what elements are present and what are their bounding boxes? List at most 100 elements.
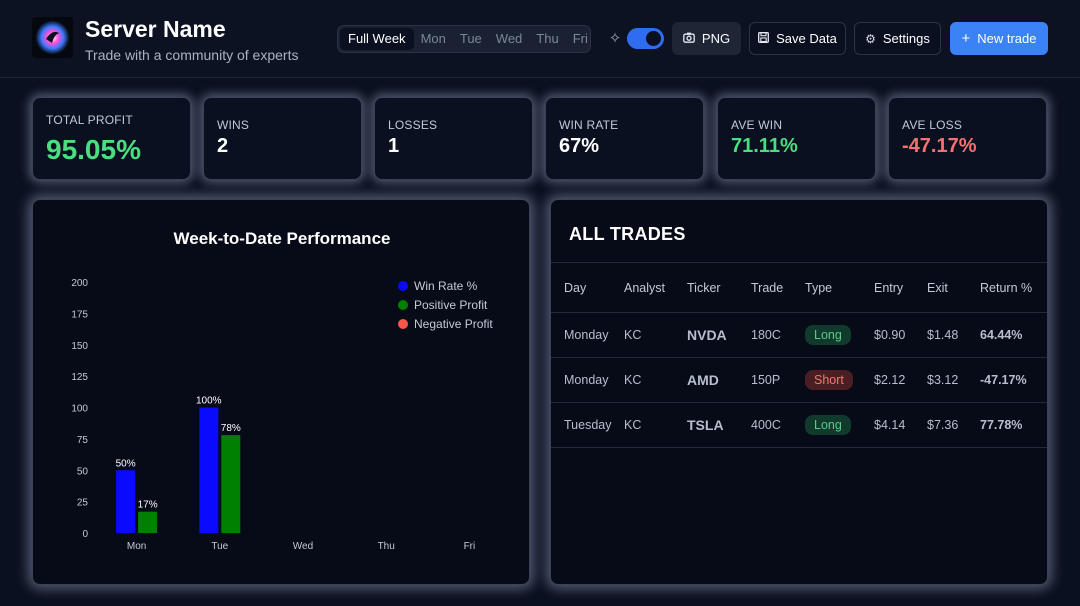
- cell-return: 64.44%: [976, 312, 1047, 358]
- cell-entry: $4.14: [870, 402, 923, 448]
- trades-table: Day Analyst Ticker Trade Type Entry Exit…: [551, 262, 1047, 448]
- column-header-type[interactable]: Type: [801, 262, 870, 313]
- bar-data-label: 17%: [138, 500, 158, 511]
- settings-button[interactable]: ⚙ Settings: [854, 22, 941, 55]
- cell-return: 77.78%: [976, 402, 1047, 448]
- cell-analyst: KC: [620, 312, 683, 358]
- legend-label: Positive Profit: [414, 298, 488, 312]
- stat-value: 71.11%: [731, 135, 798, 157]
- tab-tue[interactable]: Tue: [459, 31, 482, 46]
- new-trade-button[interactable]: + New trade: [950, 22, 1048, 55]
- trades-title: ALL TRADES: [569, 224, 686, 244]
- legend-label: Win Rate %: [414, 279, 478, 293]
- cell-exit: $1.48: [923, 312, 976, 358]
- stat-card-losses: LOSSES 1: [374, 97, 533, 180]
- table-row[interactable]: Monday KC NVDA 180C Long $0.90 $1.48 64.…: [551, 312, 1047, 358]
- stat-label: AVE WIN: [731, 118, 783, 132]
- x-tick-label: Thu: [378, 541, 395, 552]
- floppy-disk-icon: [758, 31, 770, 46]
- stat-card-ave-win: AVE WIN 71.11%: [717, 97, 876, 180]
- column-header-analyst[interactable]: Analyst: [620, 262, 683, 313]
- tab-wed[interactable]: Wed: [495, 31, 523, 46]
- table-header-row: Day Analyst Ticker Trade Type Entry Exit…: [551, 262, 1047, 313]
- column-header-day[interactable]: Day: [551, 262, 620, 313]
- bar-data-label: 50%: [116, 458, 136, 469]
- cell-return: -47.17%: [976, 357, 1047, 403]
- camera-icon: [683, 32, 695, 46]
- cell-trade: 180C: [747, 312, 801, 358]
- y-tick-label: 50: [77, 466, 89, 477]
- cell-ticker: AMD: [683, 357, 747, 403]
- type-badge: Short: [805, 370, 853, 390]
- png-export-button[interactable]: PNG: [672, 22, 741, 55]
- tab-fri[interactable]: Fri: [572, 31, 588, 46]
- app-header: Server Name Trade with a community of ex…: [0, 0, 1080, 78]
- stat-label: WINS: [217, 118, 250, 132]
- stat-label: AVE LOSS: [902, 118, 963, 132]
- x-tick-label: Wed: [293, 541, 313, 552]
- cell-type: Long: [801, 312, 870, 358]
- y-tick-label: 125: [71, 372, 88, 383]
- cell-entry: $2.12: [870, 357, 923, 403]
- legend-swatch: [398, 281, 408, 291]
- type-badge: Long: [805, 325, 851, 345]
- stat-value: 67%: [559, 135, 600, 157]
- table-row[interactable]: Monday KC AMD 150P Short $2.12 $3.12 -47…: [551, 357, 1047, 403]
- cell-entry: $0.90: [870, 312, 923, 358]
- y-tick-label: 25: [77, 498, 89, 509]
- y-tick-label: 200: [71, 278, 88, 289]
- bar-data-label: 78%: [221, 423, 241, 434]
- y-tick-label: 175: [71, 309, 88, 320]
- y-tick-label: 75: [77, 435, 89, 446]
- y-tick-label: 100: [71, 404, 88, 415]
- chart-bar: [116, 470, 136, 533]
- column-header-return[interactable]: Return %: [976, 262, 1047, 313]
- x-tick-label: Fri: [464, 541, 476, 552]
- x-tick-label: Mon: [127, 541, 146, 552]
- save-data-button[interactable]: Save Data: [749, 22, 846, 55]
- stat-card-ave-loss: AVE LOSS -47.17%: [888, 97, 1047, 180]
- y-tick-label: 0: [82, 529, 88, 540]
- cell-trade: 150P: [747, 357, 801, 403]
- stat-card-wins: WINS 2: [203, 97, 362, 180]
- legend-swatch: [398, 300, 408, 310]
- stat-label: TOTAL PROFIT: [46, 113, 133, 127]
- cell-exit: $3.12: [923, 357, 976, 403]
- stat-value: 1: [388, 135, 400, 157]
- performance-chart-panel: Week-to-Date Performance 0 25 50 75 100 125 150…: [32, 199, 530, 585]
- plus-icon: +: [961, 30, 971, 47]
- cell-type: Long: [801, 402, 870, 448]
- cell-analyst: KC: [620, 402, 683, 448]
- theme-toggle[interactable]: [627, 28, 664, 49]
- chart-bar: [138, 511, 158, 533]
- cell-day: Monday: [551, 312, 620, 358]
- performance-chart: Week-to-Date Performance 0 25 50 75 100 125 150…: [71, 229, 493, 552]
- toggle-knob: [646, 31, 661, 46]
- day-filter-tabs: Full Week Mon Tue Wed Thu Fri: [337, 25, 591, 53]
- png-button-label: PNG: [701, 31, 731, 46]
- cell-ticker: NVDA: [683, 312, 747, 358]
- tab-thu[interactable]: Thu: [536, 31, 559, 46]
- legend-swatch: [398, 319, 408, 329]
- type-badge: Long: [805, 415, 851, 435]
- chart-bar: [199, 407, 219, 533]
- save-button-label: Save Data: [776, 31, 837, 46]
- stat-label: LOSSES: [388, 118, 438, 132]
- legend-label: Negative Profit: [414, 317, 493, 331]
- chart-title: Week-to-Date Performance: [174, 229, 391, 248]
- cell-day: Monday: [551, 357, 620, 403]
- stat-value: 2: [217, 135, 229, 157]
- column-header-trade[interactable]: Trade: [747, 262, 801, 313]
- cell-ticker: TSLA: [683, 402, 747, 448]
- server-logo[interactable]: [32, 17, 73, 58]
- table-row[interactable]: Tuesday KC TSLA 400C Long $4.14 $7.36 77…: [551, 402, 1047, 448]
- tab-mon[interactable]: Mon: [420, 31, 446, 46]
- stat-card-win-rate: WIN RATE 67%: [545, 97, 704, 180]
- all-trades-panel: ALL TRADES Day Analyst Ticker Trade Type…: [550, 199, 1048, 585]
- tab-full-week[interactable]: Full Week: [340, 28, 414, 50]
- column-header-exit[interactable]: Exit: [923, 262, 976, 313]
- server-subtitle: Trade with a community of experts: [85, 47, 299, 63]
- column-header-entry[interactable]: Entry: [870, 262, 923, 313]
- column-header-ticker[interactable]: Ticker: [683, 262, 747, 313]
- y-tick-label: 150: [71, 341, 88, 352]
